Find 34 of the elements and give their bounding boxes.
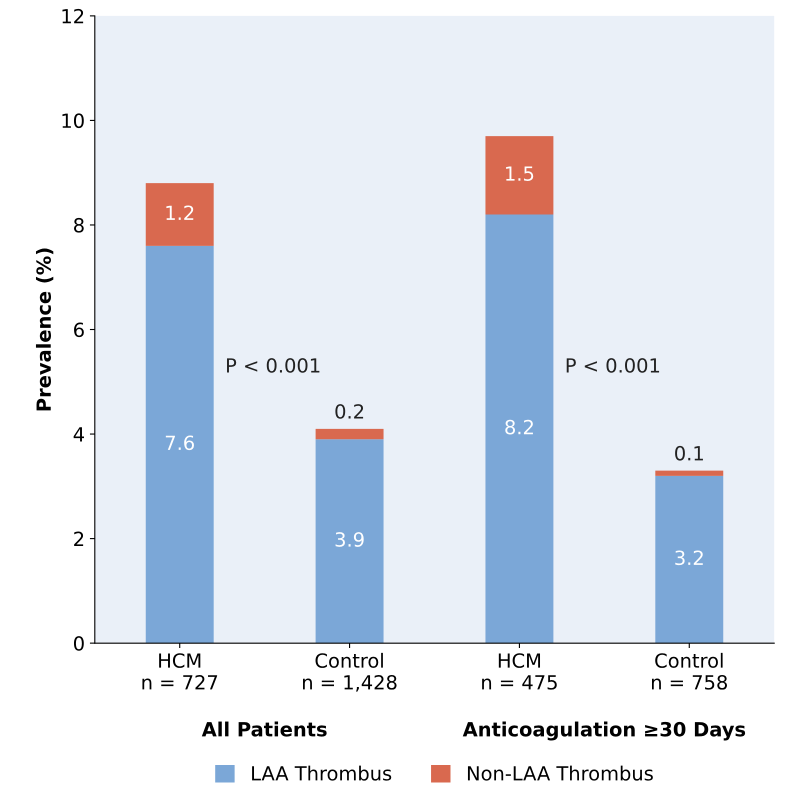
bar [316, 439, 384, 644]
text: All Patients [202, 722, 327, 737]
data-label: 7.6 [166, 435, 194, 450]
y-tick-label: 10 [62, 113, 84, 128]
bar [316, 428, 384, 440]
y-tick-label: 6 [74, 322, 84, 338]
x-tick-label: HCM n = 475 [482, 653, 557, 690]
y-tick-label: 12 [62, 8, 84, 24]
y-tick-label: 4 [74, 427, 84, 442]
bar [655, 470, 724, 476]
bar [655, 476, 724, 644]
bar [485, 136, 554, 215]
bar [146, 246, 214, 644]
legend-label: Non-LAA Thrombus [468, 766, 653, 781]
annotation: P < 0.001 [227, 358, 320, 373]
data-label: 3.9 [336, 532, 364, 547]
data-label: 0.1 [675, 446, 703, 461]
y-tick-label: 0 [74, 636, 84, 651]
bar [485, 214, 554, 644]
data-label: 0.2 [335, 404, 364, 419]
data-label: 1.2 [166, 205, 194, 220]
y-tick-label: 8 [74, 218, 84, 233]
y-tick-label: 2 [74, 532, 84, 546]
x-tick-label: Control n = 1,428 [303, 652, 397, 692]
text: Anticoagulation ≥30 Days [462, 722, 746, 741]
y-axis-title: Prevalence (%) [36, 248, 54, 410]
annotation: P < 0.001 [566, 358, 660, 373]
x-tick-label: HCM n = 727 [142, 653, 218, 690]
x-tick-label: Control n = 758 [652, 652, 727, 690]
data-label: 3.2 [675, 550, 703, 566]
data-label: 1.5 [506, 166, 534, 181]
bar [146, 183, 214, 246]
data-label: 8.2 [505, 420, 533, 434]
legend-label: LAA Thrombus [252, 766, 392, 781]
